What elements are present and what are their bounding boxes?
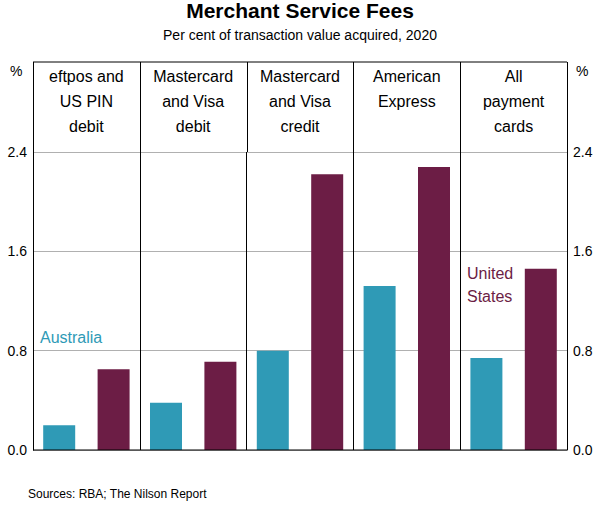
svg-text:%: %: [10, 63, 22, 79]
svg-text:All: All: [505, 68, 523, 85]
svg-text:0.8: 0.8: [573, 343, 593, 359]
svg-text:Sources: RBA; The Nilson Repor: Sources: RBA; The Nilson Report: [28, 487, 207, 501]
svg-text:debit: debit: [69, 118, 104, 135]
svg-text:payment: payment: [483, 93, 545, 110]
svg-text:2.4: 2.4: [8, 144, 28, 160]
svg-text:Merchant Service Fees: Merchant Service Fees: [186, 0, 414, 22]
svg-text:credit: credit: [280, 118, 320, 135]
svg-text:United: United: [467, 265, 518, 282]
svg-text:1.6: 1.6: [8, 243, 28, 259]
svg-text:0.0: 0.0: [573, 442, 593, 458]
svg-text:Express: Express: [378, 93, 436, 110]
svg-text:2.4: 2.4: [573, 144, 593, 160]
svg-text:cards: cards: [494, 118, 533, 135]
svg-text:American: American: [373, 68, 441, 85]
svg-text:Australia: Australia: [40, 329, 102, 346]
svg-text:debit: debit: [176, 118, 211, 135]
svg-text:0.0: 0.0: [8, 442, 28, 458]
svg-text:and Visa: and Visa: [162, 93, 224, 110]
svg-text:0.8: 0.8: [8, 343, 28, 359]
svg-text:%: %: [576, 63, 588, 79]
svg-text:and Visa: and Visa: [269, 93, 331, 110]
svg-text:Mastercard: Mastercard: [153, 68, 233, 85]
svg-text:eftpos and: eftpos and: [49, 68, 124, 85]
svg-text:US PIN: US PIN: [60, 93, 113, 110]
svg-text:States: States: [467, 288, 512, 305]
svg-text:Per cent of transaction value: Per cent of transaction value acquired, …: [163, 27, 437, 43]
svg-text:Mastercard: Mastercard: [260, 68, 340, 85]
svg-text:1.6: 1.6: [573, 243, 593, 259]
